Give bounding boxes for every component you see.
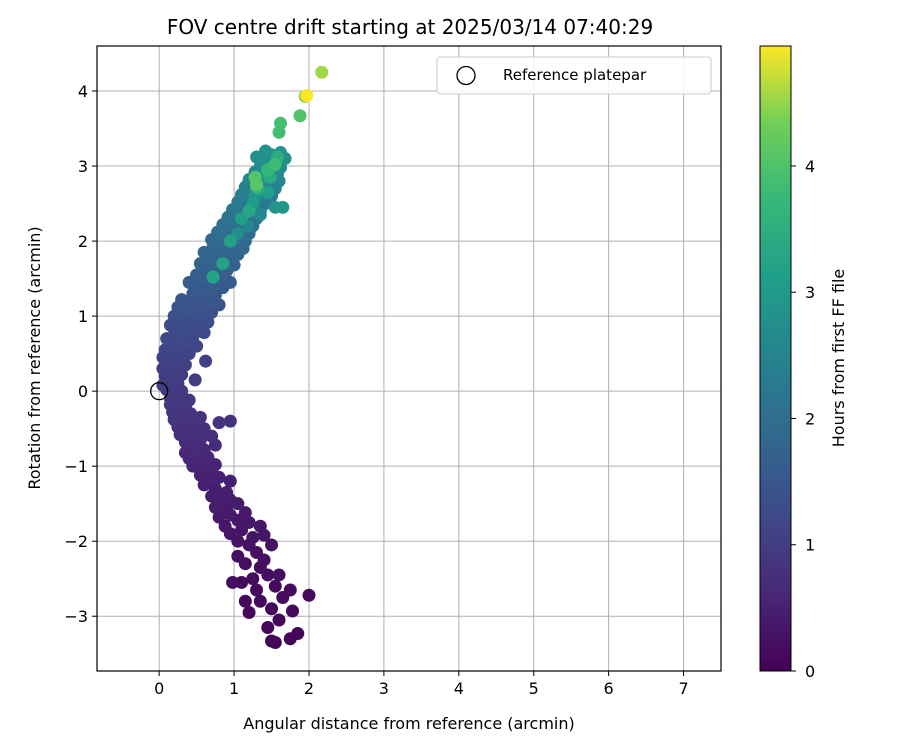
colorbar <box>759 45 792 672</box>
data-point <box>250 178 264 192</box>
data-point <box>226 575 240 589</box>
y-tick-label: 3 <box>78 157 88 176</box>
data-point <box>223 234 237 248</box>
data-point <box>242 515 256 529</box>
data-point <box>223 474 237 488</box>
data-point <box>283 583 297 597</box>
data-point <box>253 594 267 608</box>
data-point <box>223 414 237 428</box>
y-tick-label: 4 <box>78 82 88 101</box>
plot-frame <box>96 45 722 672</box>
y-tick-label: 2 <box>78 232 88 251</box>
data-point <box>242 204 256 218</box>
data-point <box>250 583 264 597</box>
gridlines <box>97 46 721 671</box>
data-point <box>216 257 230 271</box>
x-tick-label: 7 <box>678 679 688 698</box>
data-point <box>265 538 279 552</box>
data-point <box>268 158 282 172</box>
data-point <box>265 634 279 648</box>
y-axis-label: Rotation from reference (arcmin) <box>25 226 44 489</box>
data-point <box>231 549 245 563</box>
data-point <box>212 298 226 312</box>
data-point <box>212 416 226 430</box>
data-point <box>274 116 288 130</box>
colorbar-ticks: 0 1 2 3 4 <box>791 157 815 681</box>
data-point <box>268 579 282 593</box>
data-point <box>272 568 286 582</box>
data-point <box>286 604 300 618</box>
legend: Reference platepar <box>436 56 712 95</box>
data-point <box>300 89 314 103</box>
data-point <box>261 185 275 199</box>
legend-box <box>436 56 712 95</box>
x-ticks: 0 1 2 3 4 5 6 7 <box>154 671 689 698</box>
x-tick-label: 1 <box>229 679 239 698</box>
x-tick-label: 5 <box>529 679 539 698</box>
data-point <box>199 354 213 368</box>
colorbar-tick-label: 2 <box>805 409 815 428</box>
data-point <box>291 626 305 640</box>
legend-entry-reference-platepar: Reference platepar <box>503 66 647 84</box>
data-point <box>212 510 226 524</box>
colorbar-label: Hours from first FF file <box>829 269 848 448</box>
data-point <box>206 270 220 284</box>
data-point <box>246 572 260 586</box>
data-point <box>302 588 316 602</box>
data-point <box>261 620 275 634</box>
x-tick-label: 2 <box>304 679 314 698</box>
data-point <box>272 613 286 627</box>
legend-reference-marker <box>456 65 476 86</box>
data-point <box>197 443 211 457</box>
y-tick-label: 0 <box>78 382 88 401</box>
data-point <box>265 602 279 616</box>
x-tick-label: 6 <box>604 679 614 698</box>
colorbar-tick-label: 3 <box>805 283 815 302</box>
reference-platepar-marker <box>150 381 169 401</box>
data-point <box>238 506 252 520</box>
data-point <box>223 275 237 289</box>
y-tick-label: 1 <box>78 307 88 326</box>
reference-marker-layer <box>150 381 169 401</box>
data-point <box>188 373 202 387</box>
data-point <box>276 200 290 214</box>
data-point <box>238 594 252 608</box>
data-point <box>242 605 256 619</box>
data-point <box>259 144 273 158</box>
data-point <box>193 410 207 424</box>
y-tick-label: −1 <box>64 457 88 476</box>
y-tick-label: −2 <box>64 532 88 551</box>
y-ticks: −3 −2 −1 0 1 2 3 4 <box>64 82 97 626</box>
data-point <box>253 208 267 222</box>
colorbar-tick-label: 1 <box>805 536 815 555</box>
x-tick-label: 0 <box>154 679 164 698</box>
x-tick-label: 3 <box>379 679 389 698</box>
data-point <box>253 519 267 533</box>
data-point <box>293 109 307 123</box>
y-tick-label: −3 <box>64 607 88 626</box>
data-point <box>235 575 249 589</box>
data-point <box>315 65 329 79</box>
colorbar-tick-label: 4 <box>805 157 815 176</box>
data-point <box>175 293 189 307</box>
chart-title: FOV centre drift starting at 2025/03/14 … <box>167 15 653 39</box>
colorbar-tick-label: 0 <box>805 662 815 681</box>
x-axis-label: Angular distance from reference (arcmin) <box>243 714 574 733</box>
data-point <box>246 530 260 544</box>
data-point <box>182 393 196 407</box>
data-point <box>220 485 234 499</box>
x-tick-label: 4 <box>454 679 464 698</box>
scatter-points <box>156 65 329 649</box>
